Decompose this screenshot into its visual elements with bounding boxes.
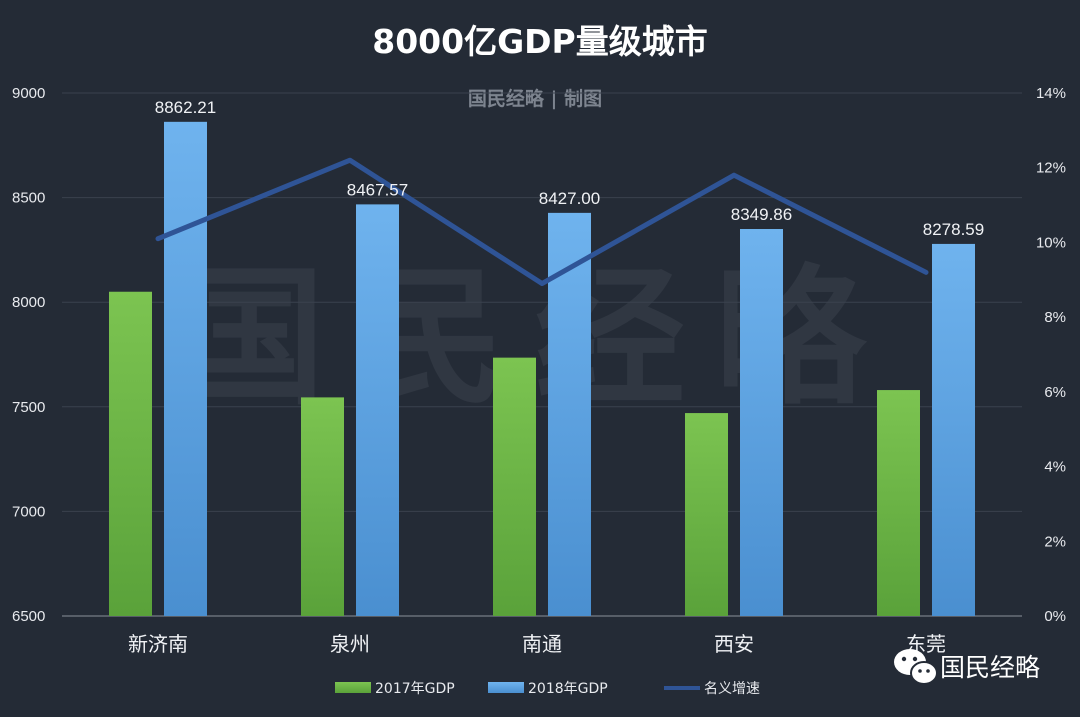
bar-2017: [685, 413, 728, 616]
right-tick-label: 10%: [1036, 234, 1066, 251]
right-tick-label: 6%: [1044, 384, 1066, 401]
data-label-2018: 8862.21: [155, 98, 216, 117]
growth-line-layer: [155, 157, 929, 287]
chart-title: 8000亿GDP量级城市: [372, 22, 708, 61]
data-label-2018: 8467.57: [347, 180, 408, 199]
right-tick-label: 14%: [1036, 85, 1066, 102]
brand-name: 国民经略: [940, 653, 1040, 682]
data-label-2018: 8278.59: [923, 220, 984, 239]
legend-label: 名义增速: [704, 681, 760, 697]
data-label-2018: 8349.86: [731, 205, 792, 224]
bar-2017: [301, 397, 344, 616]
growth-line: [155, 157, 929, 287]
category-label: 西安: [714, 632, 754, 656]
category-label: 泉州: [330, 632, 370, 656]
right-tick-label: 4%: [1044, 459, 1066, 476]
right-tick-label: 2%: [1044, 533, 1066, 550]
bar-2018: [164, 121, 207, 616]
right-tick-label: 8%: [1044, 309, 1066, 326]
gridlines: [62, 92, 1022, 617]
legend-swatch: [335, 682, 371, 693]
category-labels: 新济南 泉州 南通 西安 东莞: [128, 632, 946, 656]
category-label: 南通: [522, 632, 562, 656]
left-tick-label: 8500: [12, 190, 45, 207]
left-tick-label: 9000: [12, 85, 45, 102]
data-labels: 8862.21 8467.57 8427.00 8349.86 8278.59: [155, 98, 984, 239]
bar-2017: [877, 390, 920, 616]
legend-label: 2017年GDP: [375, 681, 455, 697]
legend-label: 2018年GDP: [528, 681, 608, 697]
bars: [109, 121, 975, 617]
watermark-subtitle: 国民经略 | 制图: [468, 87, 602, 110]
brand-badge: 国民经略: [894, 649, 1040, 685]
left-axis-ticks: 6500 7000 7500 8000 8500 9000: [12, 85, 45, 625]
left-tick-label: 7000: [12, 503, 45, 520]
bar-2018: [932, 243, 975, 616]
bar-2018: [356, 204, 399, 617]
right-tick-label: 12%: [1036, 160, 1066, 177]
category-label: 新济南: [128, 632, 188, 656]
bar-2017: [109, 291, 152, 616]
bar-2018: [740, 229, 783, 617]
right-tick-label: 0%: [1044, 608, 1066, 625]
bar-2018: [548, 212, 591, 617]
bar-2017: [493, 357, 536, 616]
data-label-2018: 8427.00: [539, 189, 600, 208]
legend: 2017年GDP 2018年GDP 名义增速: [335, 681, 760, 697]
right-axis-ticks: 0% 2% 4% 6% 8% 10% 12% 14%: [1036, 85, 1066, 625]
left-tick-label: 6500: [12, 608, 45, 625]
left-tick-label: 8000: [12, 294, 45, 311]
wechat-icon: [894, 649, 938, 685]
legend-swatch: [488, 682, 524, 693]
left-tick-label: 7500: [12, 399, 45, 416]
